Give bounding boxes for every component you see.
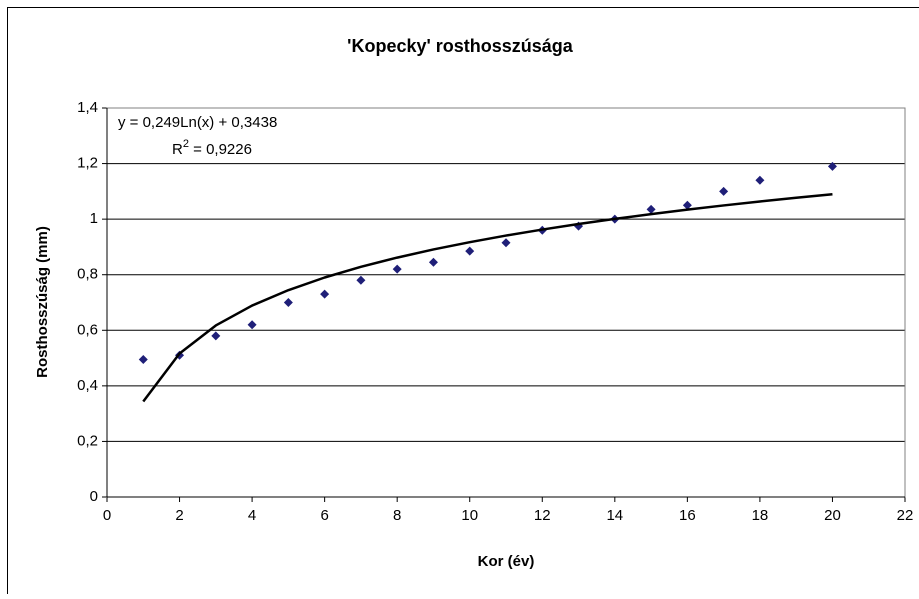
x-tick-label: 6 — [320, 507, 328, 524]
chart-title: 'Kopecky' rosthosszúsága — [347, 36, 574, 56]
trendline-equation: y = 0,249Ln(x) + 0,3438 — [118, 114, 277, 131]
y-tick-label: 0,4 — [77, 377, 98, 394]
x-tick-label: 2 — [175, 507, 183, 524]
x-tick-label: 18 — [752, 507, 769, 524]
y-axis-label: Rosthosszúság (mm) — [34, 226, 51, 378]
y-tick-label: 0 — [90, 488, 98, 505]
y-tick-label: 0,2 — [77, 432, 98, 449]
y-tick-label: 0,6 — [77, 321, 98, 338]
y-tick-label: 1,2 — [77, 155, 98, 172]
x-tick-label: 20 — [824, 507, 841, 524]
x-axis-label: Kor (év) — [478, 553, 535, 570]
y-tick-label: 1 — [90, 210, 98, 227]
x-tick-label: 4 — [248, 507, 256, 524]
y-tick-label: 0,8 — [77, 266, 98, 283]
x-tick-label: 14 — [606, 507, 623, 524]
r2-symbol: R — [172, 141, 183, 158]
x-tick-label: 12 — [534, 507, 551, 524]
x-tick-label: 10 — [461, 507, 478, 524]
x-tick-label: 22 — [897, 507, 914, 524]
r2-value: = 0,9226 — [189, 141, 252, 158]
y-tick-label: 1,4 — [77, 99, 98, 116]
x-tick-label: 8 — [393, 507, 401, 524]
x-tick-label: 0 — [103, 507, 111, 524]
x-tick-label: 16 — [679, 507, 696, 524]
